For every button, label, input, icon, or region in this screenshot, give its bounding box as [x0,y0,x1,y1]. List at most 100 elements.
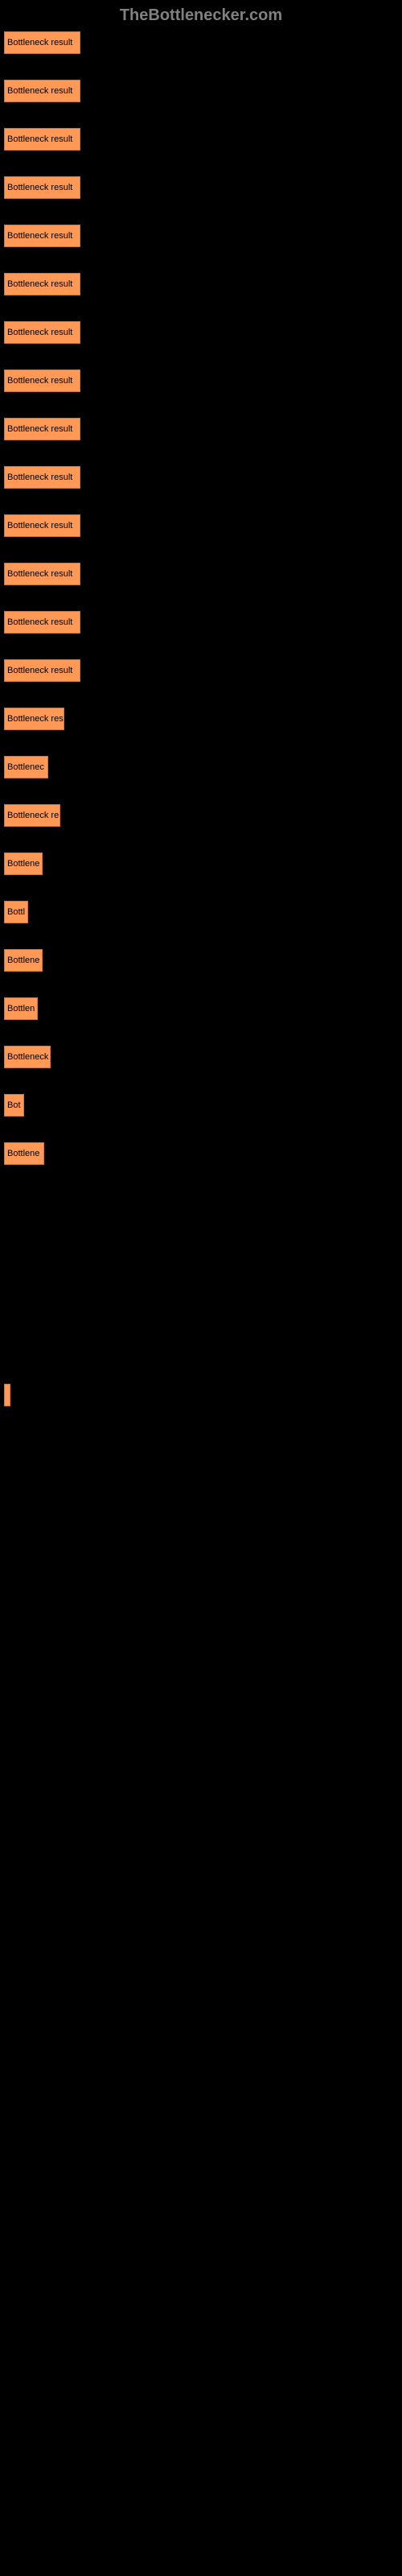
bar-item [4,1818,398,1841]
bar: Bottleneck result [4,514,80,537]
bar-label: Bottleneck result [7,38,72,47]
bar-item [4,1867,398,1889]
bar-item [4,1239,398,1261]
bar: Bottleneck result [4,80,80,102]
bar-item [4,2012,398,2034]
bar-item [4,1480,398,1503]
bar-item: Bottl [4,901,398,923]
bar-label: Bottleneck re [7,811,59,820]
bar-label: Bottleneck result [7,231,72,241]
bar-item [4,1674,398,1696]
bar-label: Bottleneck [7,1052,48,1062]
bar-item: Bottleneck res [4,708,398,730]
bar-item: Bottlenec [4,756,398,778]
bar-item [4,2398,398,2421]
bar-label: Bottl [7,907,25,917]
bar-item [4,1770,398,1793]
bar: Bottleneck result [4,563,80,585]
bar-item: Bottlene [4,852,398,875]
bar-item [4,1384,398,1406]
bar: Bot [4,1094,24,1117]
bar-item [4,1625,398,1648]
bar: Bottlenec [4,756,48,778]
bar-label: Bottleneck result [7,424,72,434]
bar-item [4,2446,398,2469]
bar-label: Bottlene [7,956,39,965]
bar: Bottleneck result [4,31,80,54]
bar-item: Bottleneck re [4,804,398,827]
bar-item [4,1915,398,1938]
bar: Bottlene [4,949,43,972]
bar-label: Bottleneck result [7,617,72,627]
bar-label: Bottleneck result [7,666,72,675]
site-title: TheBottlenecker.com [120,6,282,24]
bar-chart: Bottleneck result Bottleneck result Bottle… [0,31,402,2517]
bar: Bottlene [4,1142,44,1165]
bar-item [4,1287,398,1310]
page-header: TheBottlenecker.com [0,0,402,31]
bar-item: Bottleneck result [4,369,398,392]
bar-item: Bottlen [4,997,398,1020]
bar-item [4,2301,398,2324]
bar-item: Bottleneck result [4,176,398,199]
bar: Bottleneck result [4,466,80,489]
bar-item: Bottlene [4,949,398,972]
bar-item [4,1335,398,1358]
bar-item: Bot [4,1094,398,1117]
bar-label: Bottlen [7,1004,35,1013]
bar-label: Bottlenec [7,762,44,772]
bar: Bottleneck re [4,804,60,827]
bar: Bottleneck result [4,659,80,682]
bar-item [4,1529,398,1551]
bar [4,1384,10,1406]
bar: Bottleneck [4,1046,51,1068]
bar-item: Bottleneck result [4,31,398,54]
bar-item: Bottleneck result [4,321,398,344]
bar-item [4,1722,398,1744]
bar: Bottlene [4,852,43,875]
bar-item: Bottleneck result [4,659,398,682]
bar-label: Bottleneck result [7,279,72,289]
bar: Bottleneck result [4,611,80,634]
bar-label: Bottlene [7,1149,39,1158]
bar-item: Bottleneck result [4,418,398,440]
bar: Bottlen [4,997,38,1020]
bar-item: Bottlene [4,1142,398,1165]
bar-label: Bottleneck result [7,569,72,579]
bar-item [4,2060,398,2083]
bar-item [4,2495,398,2517]
bar-item [4,1432,398,1455]
bar-item: Bottleneck result [4,514,398,537]
bar-item [4,1963,398,1986]
bar-label: Bottleneck result [7,134,72,144]
bar: Bottleneck res [4,708,64,730]
bar-label: Bottleneck result [7,183,72,192]
bar: Bottleneck result [4,176,80,199]
bar: Bottleneck result [4,273,80,295]
bar-item: Bottleneck result [4,611,398,634]
bar-item [4,1577,398,1600]
bar-item: Bottleneck result [4,563,398,585]
bar: Bottleneck result [4,418,80,440]
bar: Bottleneck result [4,369,80,392]
bar-item [4,2157,398,2179]
bar-label: Bottleneck result [7,521,72,530]
bar-item: Bottleneck [4,1046,398,1068]
bar-item [4,2350,398,2372]
bar-item [4,2108,398,2131]
bar: Bottleneck result [4,225,80,247]
bar-label: Bottlene [7,859,39,869]
bar-label: Bot [7,1100,21,1110]
bar-item [4,1191,398,1213]
bar-item [4,2205,398,2227]
bar-item: Bottleneck result [4,466,398,489]
bar: Bottl [4,901,28,923]
bar-label: Bottleneck result [7,328,72,337]
bar: Bottleneck result [4,128,80,151]
bar-label: Bottleneck result [7,86,72,96]
bar-item: Bottleneck result [4,128,398,151]
bar: Bottleneck result [4,321,80,344]
bar-label: Bottleneck result [7,473,72,482]
bar-item: Bottleneck result [4,225,398,247]
bar-item: Bottleneck result [4,273,398,295]
